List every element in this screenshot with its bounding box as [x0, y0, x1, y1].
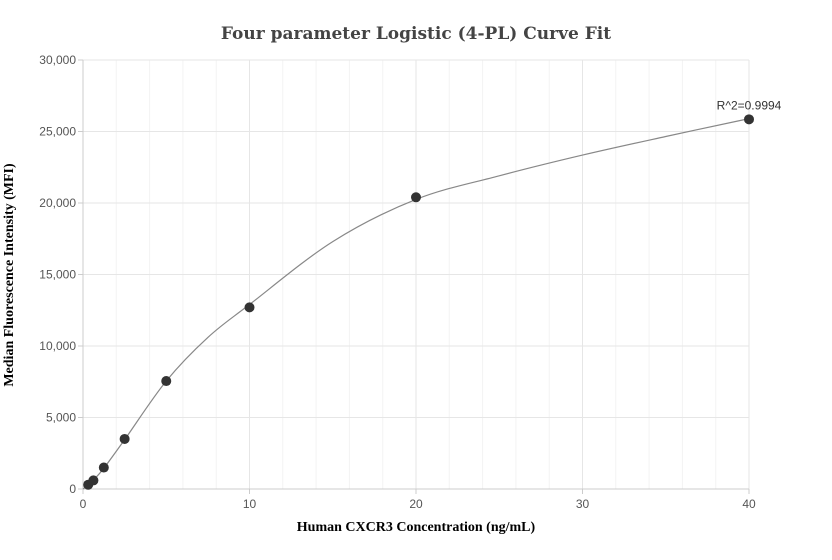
tick-labels: 0 10 20 30 40 0 5,000 10,000 15,000 20,000 25,000 3…	[39, 53, 756, 511]
data-point	[411, 192, 421, 203]
data-point	[744, 114, 754, 125]
data-point	[88, 475, 99, 486]
y-tick-label: 10,000	[39, 339, 76, 353]
y-tick-label: 15,000	[39, 268, 76, 282]
data-point	[119, 433, 130, 444]
chart-title: Four parameter Logistic (4-PL) Curve Fit	[221, 24, 611, 44]
x-tick-label: 20	[409, 497, 423, 511]
y-axis-label: Median Fluorescence Intensity (MFI)	[2, 163, 17, 387]
data-points	[83, 114, 754, 490]
y-tick-label: 20,000	[39, 196, 76, 210]
data-point	[244, 302, 255, 313]
y-tick-label: 30,000	[39, 53, 76, 67]
x-tick-label: 30	[576, 497, 590, 511]
data-point	[98, 462, 109, 473]
grid	[83, 59, 750, 489]
y-tick-label: 5,000	[46, 411, 76, 425]
y-tick-label: 25,000	[39, 125, 76, 139]
x-tick-label: 10	[243, 497, 257, 511]
x-tick-label: 40	[742, 497, 756, 511]
axes	[78, 59, 750, 494]
y-tick-label: 0	[69, 482, 76, 496]
data-point	[161, 376, 172, 387]
x-axis-label: Human CXCR3 Concentration (ng/mL)	[297, 520, 536, 535]
r-squared-annotation: R^2=0.9994	[717, 98, 782, 112]
x-tick-label: 0	[80, 497, 87, 511]
